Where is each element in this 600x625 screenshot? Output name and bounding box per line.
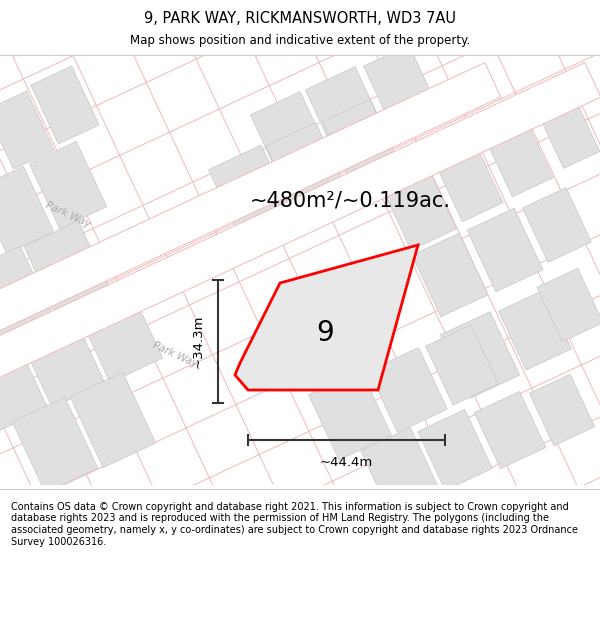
Polygon shape (412, 233, 488, 317)
Polygon shape (323, 99, 397, 181)
Polygon shape (440, 312, 520, 398)
Text: Park Way: Park Way (44, 200, 92, 230)
Polygon shape (523, 188, 592, 262)
Polygon shape (361, 428, 439, 512)
Text: 9: 9 (316, 319, 334, 347)
Polygon shape (266, 122, 344, 208)
Polygon shape (425, 325, 499, 405)
Polygon shape (0, 62, 600, 478)
Polygon shape (235, 245, 418, 390)
Text: 9, PARK WAY, RICKMANSWORTH, WD3 7AU: 9, PARK WAY, RICKMANSWORTH, WD3 7AU (144, 11, 456, 26)
Polygon shape (305, 67, 385, 153)
Polygon shape (537, 268, 600, 342)
Polygon shape (474, 391, 546, 469)
Polygon shape (540, 102, 600, 168)
Polygon shape (0, 246, 54, 344)
Polygon shape (0, 166, 54, 254)
Polygon shape (418, 409, 492, 491)
Text: ~44.4m: ~44.4m (320, 456, 373, 469)
Polygon shape (0, 62, 501, 478)
Polygon shape (383, 170, 457, 250)
Polygon shape (499, 290, 571, 370)
Text: Contains OS data © Crown copyright and database right 2021. This information is : Contains OS data © Crown copyright and d… (11, 502, 578, 547)
Polygon shape (369, 348, 447, 432)
Polygon shape (529, 374, 595, 446)
Polygon shape (209, 145, 292, 235)
Text: Park Way: Park Way (151, 340, 199, 370)
Polygon shape (12, 398, 98, 492)
Text: ~480m²/~0.119ac.: ~480m²/~0.119ac. (250, 190, 451, 210)
Polygon shape (70, 372, 156, 468)
Polygon shape (364, 45, 436, 125)
Polygon shape (308, 370, 391, 460)
Polygon shape (487, 123, 553, 197)
Polygon shape (29, 141, 107, 229)
Polygon shape (467, 208, 543, 292)
Polygon shape (250, 92, 330, 178)
Polygon shape (24, 221, 112, 319)
Text: Map shows position and indicative extent of the property.: Map shows position and indicative extent… (130, 34, 470, 47)
Polygon shape (0, 91, 54, 169)
Polygon shape (77, 288, 163, 382)
Polygon shape (31, 66, 99, 144)
Polygon shape (437, 148, 503, 222)
Polygon shape (0, 338, 48, 432)
Polygon shape (19, 312, 105, 408)
Text: ~34.3m: ~34.3m (191, 315, 205, 368)
